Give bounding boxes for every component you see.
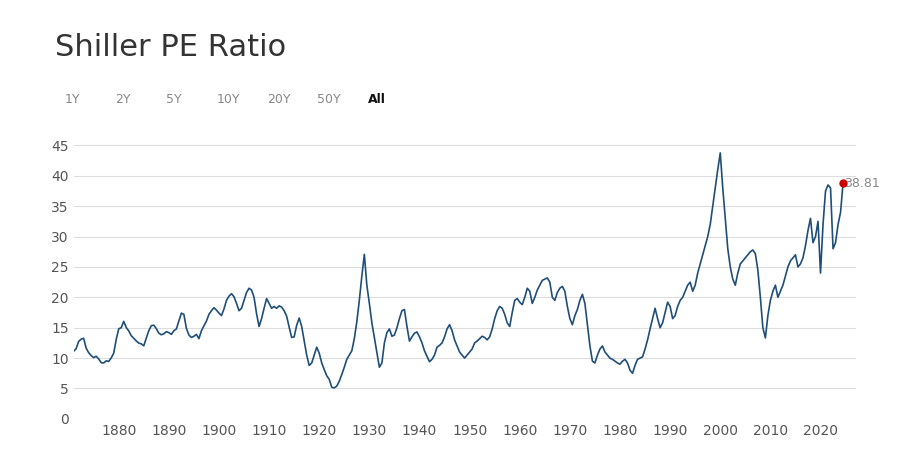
Text: 10Y: 10Y xyxy=(216,93,240,107)
Text: 5Y: 5Y xyxy=(165,93,181,107)
Text: 20Y: 20Y xyxy=(267,93,290,107)
Text: 1Y: 1Y xyxy=(64,93,80,107)
Text: Shiller PE Ratio: Shiller PE Ratio xyxy=(55,33,286,62)
Text: All: All xyxy=(368,93,385,107)
Text: 38.81: 38.81 xyxy=(844,177,879,189)
Text: 50Y: 50Y xyxy=(317,93,341,107)
Text: 2Y: 2Y xyxy=(115,93,130,107)
